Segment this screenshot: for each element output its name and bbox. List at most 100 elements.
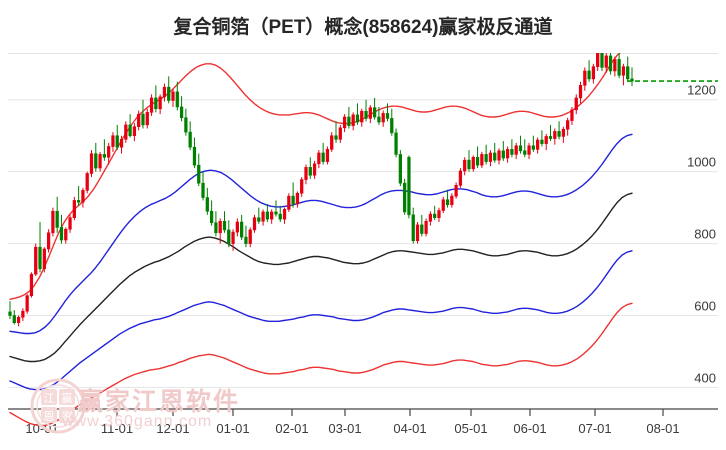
candle-body[interactable]: [115, 135, 119, 148]
candle-body[interactable]: [583, 70, 587, 86]
candle-body[interactable]: [295, 192, 300, 205]
candle-body[interactable]: [342, 116, 347, 129]
candle-body[interactable]: [433, 213, 437, 219]
candle-body[interactable]: [102, 154, 107, 158]
candle-body[interactable]: [424, 220, 428, 234]
candle-body[interactable]: [394, 132, 398, 155]
candle-body[interactable]: [300, 179, 304, 194]
candle-body[interactable]: [42, 248, 46, 270]
candle-body[interactable]: [390, 118, 394, 134]
candle-body[interactable]: [64, 228, 68, 241]
candle-body[interactable]: [244, 236, 248, 244]
candle-body[interactable]: [338, 127, 342, 140]
candle-body[interactable]: [428, 213, 433, 222]
candle-body[interactable]: [540, 139, 544, 144]
candle-body[interactable]: [107, 146, 111, 158]
candle-body[interactable]: [604, 55, 608, 68]
candle-body[interactable]: [81, 190, 85, 203]
candle-body[interactable]: [98, 154, 102, 169]
candle-body[interactable]: [94, 153, 98, 169]
candle-body[interactable]: [270, 211, 274, 220]
candle-body[interactable]: [570, 109, 574, 121]
candle-body[interactable]: [600, 53, 604, 68]
candle-body[interactable]: [566, 120, 570, 130]
candle-body[interactable]: [265, 211, 270, 220]
candle-body[interactable]: [34, 246, 38, 275]
candle-body[interactable]: [441, 199, 445, 211]
candle-body[interactable]: [411, 214, 415, 242]
candle-body[interactable]: [420, 224, 424, 234]
candle-body[interactable]: [334, 135, 338, 140]
candle-body[interactable]: [21, 310, 25, 318]
candle-body[interactable]: [587, 70, 591, 80]
candle-body[interactable]: [523, 150, 527, 155]
candle-body[interactable]: [467, 159, 471, 170]
candle-body[interactable]: [261, 211, 265, 222]
candle-body[interactable]: [325, 149, 330, 162]
candle-body[interactable]: [553, 131, 557, 139]
candle-body[interactable]: [505, 149, 510, 159]
candle-body[interactable]: [162, 86, 167, 98]
candle-body[interactable]: [308, 167, 312, 176]
candle-body[interactable]: [205, 197, 209, 212]
candle-body[interactable]: [287, 195, 291, 210]
candle-body[interactable]: [154, 97, 158, 110]
candle-body[interactable]: [252, 217, 257, 231]
candle-body[interactable]: [407, 156, 411, 216]
candle-body[interactable]: [561, 128, 565, 137]
candle-body[interactable]: [454, 185, 458, 197]
candle-body[interactable]: [55, 210, 59, 228]
candle-body[interactable]: [372, 107, 377, 118]
candle-body[interactable]: [544, 136, 548, 144]
candle-body[interactable]: [192, 146, 197, 166]
candle-body[interactable]: [415, 224, 420, 242]
candle-body[interactable]: [330, 135, 334, 150]
candle-body[interactable]: [617, 59, 621, 76]
candle-body[interactable]: [488, 152, 493, 162]
candle-body[interactable]: [59, 227, 64, 241]
candle-body[interactable]: [38, 246, 42, 270]
candle-body[interactable]: [209, 210, 214, 224]
candle-body[interactable]: [613, 59, 617, 72]
candle-body[interactable]: [46, 232, 51, 250]
candle-body[interactable]: [480, 154, 484, 166]
candle-body[interactable]: [535, 139, 540, 150]
candle-body[interactable]: [124, 124, 128, 140]
candle-body[interactable]: [274, 211, 278, 215]
candle-body[interactable]: [72, 200, 76, 218]
candle-body[interactable]: [304, 167, 308, 180]
candle-body[interactable]: [179, 106, 184, 119]
candle-body[interactable]: [257, 217, 261, 222]
candle-body[interactable]: [475, 156, 480, 166]
candle-body[interactable]: [364, 110, 368, 119]
candle-body[interactable]: [621, 66, 626, 76]
candle-body[interactable]: [445, 199, 450, 206]
candle-body[interactable]: [355, 114, 360, 123]
candle-body[interactable]: [25, 295, 29, 312]
candle-body[interactable]: [368, 107, 372, 119]
candle-body[interactable]: [501, 150, 505, 159]
candle-body[interactable]: [351, 114, 355, 126]
candle-body[interactable]: [608, 55, 613, 72]
candle-body[interactable]: [278, 213, 282, 220]
candle-body[interactable]: [493, 152, 497, 161]
candle-body[interactable]: [149, 97, 154, 113]
candle-body[interactable]: [201, 182, 205, 198]
candle-body[interactable]: [377, 116, 381, 123]
candle-body[interactable]: [158, 96, 162, 110]
candle-body[interactable]: [317, 152, 321, 165]
candle-body[interactable]: [89, 153, 94, 174]
candle-body[interactable]: [175, 91, 179, 108]
candle-body[interactable]: [8, 311, 12, 316]
candle-body[interactable]: [145, 112, 149, 126]
candle-body[interactable]: [218, 220, 222, 234]
candle-body[interactable]: [596, 53, 600, 67]
candle-body[interactable]: [403, 182, 407, 213]
candle-body[interactable]: [171, 91, 175, 101]
candle-body[interactable]: [574, 97, 578, 111]
candle-body[interactable]: [77, 200, 81, 203]
candle-body[interactable]: [591, 66, 596, 80]
candle-body[interactable]: [128, 124, 132, 137]
candle-body[interactable]: [184, 117, 188, 133]
